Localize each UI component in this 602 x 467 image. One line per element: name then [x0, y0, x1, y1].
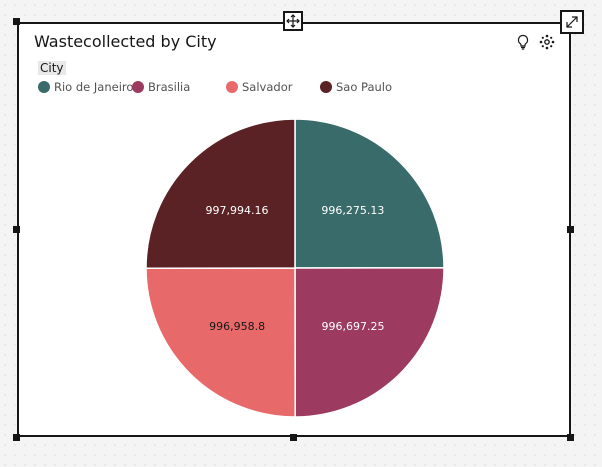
legend-label: Salvador	[242, 80, 293, 94]
expand-button[interactable]	[560, 10, 584, 34]
resize-handle-top-left[interactable]	[13, 18, 20, 25]
resize-handle-right[interactable]	[567, 226, 574, 233]
legend-swatch	[38, 81, 50, 93]
legend-swatch	[132, 81, 144, 93]
pie-slice[interactable]	[145, 267, 296, 418]
pie-slice[interactable]	[294, 267, 445, 418]
legend-item-rio[interactable]: Rio de Janeiro	[38, 80, 133, 94]
settings-icon[interactable]	[539, 34, 555, 50]
pie-slice-label: 996,958.8	[209, 320, 265, 333]
legend-label: Brasilia	[148, 80, 191, 94]
move-button[interactable]	[283, 11, 303, 31]
legend-item-salvador[interactable]: Salvador	[226, 80, 292, 94]
pie-slice-label: 996,275.13	[321, 204, 384, 217]
expand-icon	[566, 16, 578, 28]
pie-slice[interactable]	[294, 118, 445, 269]
pie-slice-label: 996,697.25	[322, 320, 385, 333]
chart-title: Wastecollected by City	[34, 32, 217, 51]
move-icon	[286, 14, 300, 28]
legend-title: City	[38, 61, 66, 75]
resize-handle-left[interactable]	[13, 226, 20, 233]
pie-chart: 996,275.13 996,697.25 996,958.8 997,994.16	[145, 118, 445, 418]
pie-slice[interactable]	[145, 118, 296, 269]
legend-label: Sao Paulo	[336, 80, 393, 94]
legend-label: Rio de Janeiro	[54, 80, 134, 94]
resize-handle-bottom-right[interactable]	[567, 434, 574, 441]
resize-handle-bottom-left[interactable]	[13, 434, 20, 441]
legend-swatch	[226, 81, 238, 93]
resize-handle-bottom[interactable]	[290, 434, 297, 441]
chart-card[interactable]: Wastecollected by City City Rio de Janei…	[17, 22, 571, 437]
legend-item-brasilia[interactable]: Brasilia	[132, 80, 190, 94]
legend-swatch	[320, 81, 332, 93]
lightbulb-icon[interactable]	[515, 34, 531, 50]
pie-slice-label: 997,994.16	[206, 204, 269, 217]
legend-item-sao-paulo[interactable]: Sao Paulo	[320, 80, 392, 94]
